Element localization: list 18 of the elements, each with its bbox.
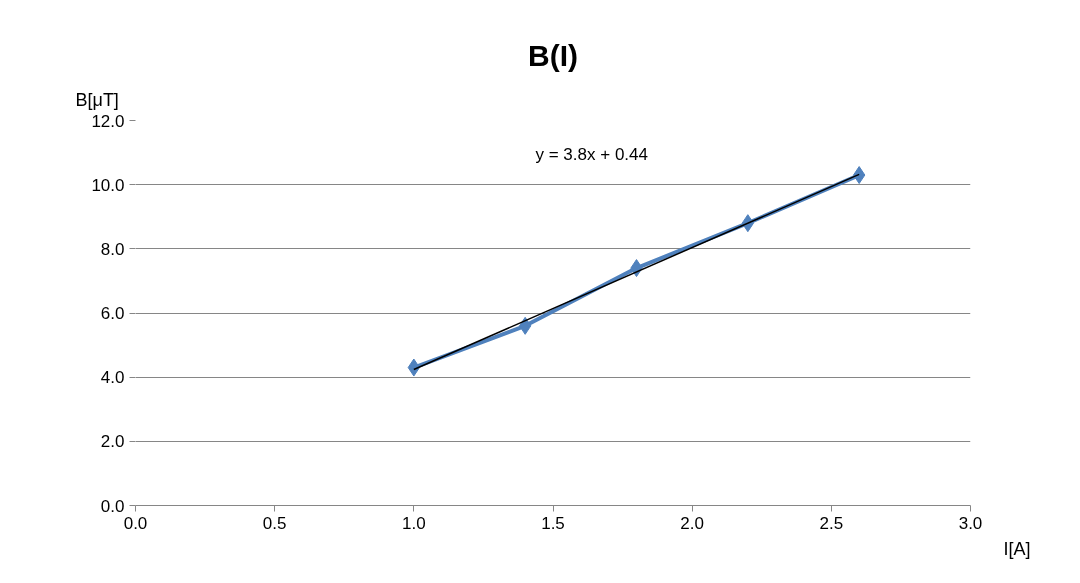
x-tick-label: 1.0 [402,513,426,533]
x-tick-label: 1.5 [541,513,565,533]
annotation: y = 3.8x + 0.44 [535,144,648,164]
y-tick-label: 12.0 [91,111,125,131]
x-tick-label: 3.0 [958,513,983,533]
y-tick-label: 10.0 [91,175,125,195]
y-axis-title: B[μT] [75,89,119,110]
chart-title: B(I) [528,38,578,72]
y-tick-label: 4.0 [100,368,125,388]
y-tick-label: 8.0 [100,239,125,259]
y-tick-label: 0.0 [100,496,125,516]
x-axis-title: I[A] [1003,538,1031,559]
x-tick-label: 0.5 [262,513,287,533]
y-tick-label: 6.0 [100,304,125,323]
x-tick-label: 2.0 [680,513,704,533]
x-tick-label: 2.5 [819,513,844,533]
y-tick-label: 2.0 [100,432,125,452]
x-tick-label: 0.0 [123,513,148,533]
